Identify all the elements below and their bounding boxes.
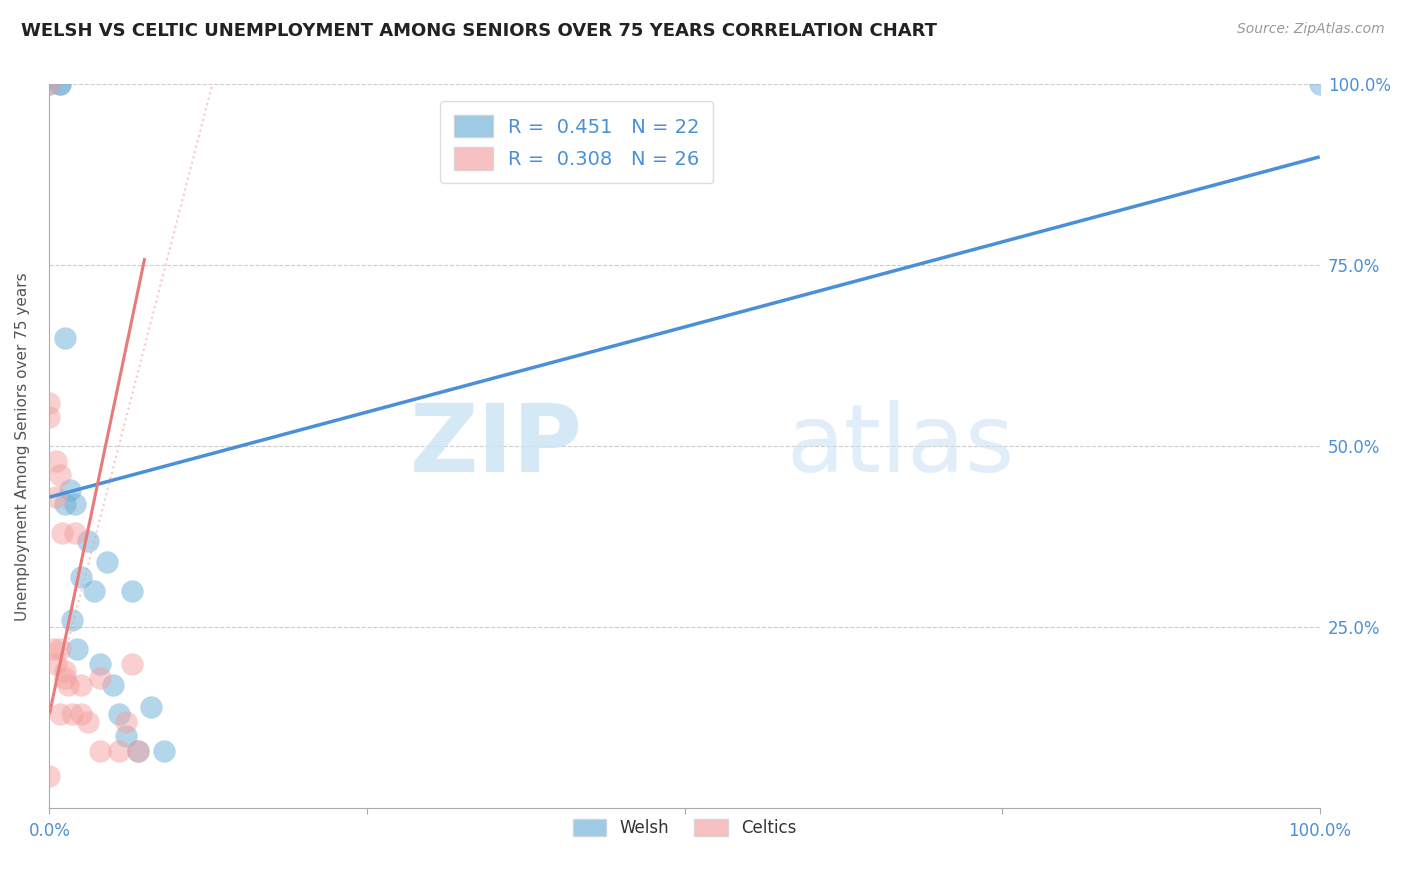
Point xyxy=(121,584,143,599)
Point xyxy=(48,468,70,483)
Point xyxy=(66,642,89,657)
Point xyxy=(89,743,111,757)
Text: ZIP: ZIP xyxy=(411,401,583,492)
Legend: Welsh, Celtics: Welsh, Celtics xyxy=(567,812,803,844)
Point xyxy=(45,657,67,671)
Point xyxy=(83,584,105,599)
Point xyxy=(48,78,70,92)
Point xyxy=(89,671,111,685)
Point xyxy=(53,497,76,511)
Point xyxy=(45,454,67,468)
Point xyxy=(70,678,93,692)
Point xyxy=(60,613,83,627)
Point xyxy=(108,707,131,722)
Point xyxy=(139,700,162,714)
Point xyxy=(38,396,60,410)
Point xyxy=(53,664,76,678)
Point xyxy=(38,410,60,425)
Point xyxy=(96,555,118,569)
Point xyxy=(127,743,149,757)
Point xyxy=(63,526,86,541)
Point xyxy=(38,78,60,92)
Point xyxy=(89,657,111,671)
Point xyxy=(152,743,174,757)
Point xyxy=(121,657,143,671)
Y-axis label: Unemployment Among Seniors over 75 years: Unemployment Among Seniors over 75 years xyxy=(15,272,30,621)
Point xyxy=(48,642,70,657)
Point xyxy=(42,642,65,657)
Point xyxy=(60,707,83,722)
Point xyxy=(45,490,67,504)
Text: WELSH VS CELTIC UNEMPLOYMENT AMONG SENIORS OVER 75 YEARS CORRELATION CHART: WELSH VS CELTIC UNEMPLOYMENT AMONG SENIO… xyxy=(21,22,936,40)
Point xyxy=(127,743,149,757)
Point xyxy=(38,769,60,783)
Point xyxy=(38,78,60,92)
Point xyxy=(70,707,93,722)
Point xyxy=(59,483,82,497)
Point xyxy=(114,714,136,729)
Point xyxy=(58,678,80,692)
Point xyxy=(1309,78,1331,92)
Point xyxy=(76,533,98,548)
Point xyxy=(53,671,76,685)
Point xyxy=(76,714,98,729)
Text: Source: ZipAtlas.com: Source: ZipAtlas.com xyxy=(1237,22,1385,37)
Point xyxy=(48,78,70,92)
Point xyxy=(101,678,124,692)
Point xyxy=(51,526,73,541)
Point xyxy=(53,331,76,345)
Text: atlas: atlas xyxy=(786,401,1014,492)
Point xyxy=(70,570,93,584)
Point xyxy=(114,729,136,743)
Point xyxy=(108,743,131,757)
Point xyxy=(63,497,86,511)
Point xyxy=(48,707,70,722)
